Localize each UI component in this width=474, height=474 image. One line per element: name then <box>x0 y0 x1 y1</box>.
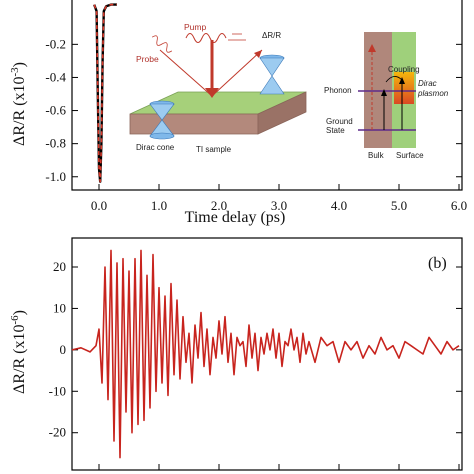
probe-beam-reflected <box>211 49 263 97</box>
xtick-label: 6.0 <box>451 198 467 213</box>
ytick-label: -0.2 <box>45 36 66 51</box>
dirac-cone-left-upper <box>149 103 175 121</box>
panel-a-ticks <box>72 43 462 190</box>
panel-b-frame <box>71 237 463 471</box>
sample-side-face <box>257 91 307 135</box>
panel-a: -1.0 -0.8 -0.6 -0.4 -0.2 0.0 1.0 2.0 3.0 4.0 5.0 6… <box>9 0 467 226</box>
probe-pulse-icon <box>151 35 173 53</box>
ytick-label: 0 <box>60 342 67 357</box>
plasmon-arrowhead <box>399 77 405 84</box>
xtick-label: 4.0 <box>331 198 347 213</box>
label-bulk: Bulk <box>368 151 385 160</box>
panel-a-xtick-labels: 0.0 1.0 2.0 3.0 4.0 5.0 6.0 <box>91 198 467 213</box>
label-dirac-plasmon-2: plasmon <box>417 89 449 98</box>
label-ti-sample: TI sample <box>196 145 232 154</box>
pump-arrowhead <box>205 88 219 98</box>
panel-a-series <box>93 3 117 183</box>
ytick-label: -0.6 <box>45 103 66 118</box>
ytick-label: -0.8 <box>45 136 66 151</box>
panel-b-label: (b) <box>428 255 447 272</box>
label-probe: Probe <box>136 54 159 64</box>
panel-a-ytick-labels: -1.0 -0.8 -0.6 -0.4 -0.2 <box>45 36 66 183</box>
label-ground-state-2: State <box>326 126 345 135</box>
label-phonon: Phonon <box>324 86 352 95</box>
panel-a-frame <box>71 0 463 191</box>
xtick-label: 1.0 <box>151 198 167 213</box>
panel-b-ylabel: ΔR/R (x10-6) <box>9 310 28 394</box>
ytick-label: -10 <box>49 383 66 398</box>
ytick-label: -20 <box>49 425 66 440</box>
pump-pulse-lines <box>228 33 246 41</box>
label-coupling: Coupling <box>388 65 420 74</box>
ytick-label: -0.4 <box>45 69 66 84</box>
inset-pump-probe-scheme: Pump Probe ΔR/R Dirac cone TI sample <box>129 22 307 154</box>
pump-pulse-icon <box>185 33 227 43</box>
dirac-cone-right-lower <box>259 75 285 95</box>
xtick-label: 2.0 <box>211 198 227 213</box>
inset-band-diagram: Phonon Coupling Dirac plasmon Ground Sta… <box>324 32 449 160</box>
plasmon-glow <box>394 72 414 104</box>
ytick-label: 20 <box>53 259 66 274</box>
ytick-label: 10 <box>53 300 66 315</box>
panel-a-ylabel: ΔR/R (x10-3) <box>9 62 28 146</box>
reflected-arrowhead <box>254 50 262 58</box>
phonon-arrowhead <box>381 89 387 96</box>
panel-b-ytick-labels: -20 -10 0 10 20 <box>49 259 66 440</box>
panel-a-xlabel: Time delay (ps) <box>185 209 286 226</box>
label-surface: Surface <box>396 151 424 160</box>
label-pump: Pump <box>184 22 206 32</box>
label-dr: ΔR/R <box>262 31 281 40</box>
xtick-label: 0.0 <box>91 198 107 213</box>
series-line-1 <box>93 3 117 183</box>
series-line-1 <box>71 249 460 459</box>
label-ground-state-1: Ground <box>326 117 353 126</box>
coupling-arrow <box>385 76 403 83</box>
sample-front-face <box>129 113 259 135</box>
probe-beam-in <box>159 49 213 97</box>
dirac-cone-right-upper <box>259 57 285 77</box>
ytick-label: -1.0 <box>45 169 66 184</box>
panel-b-series <box>71 249 460 459</box>
xtick-label: 3.0 <box>271 198 287 213</box>
xtick-label: 5.0 <box>391 198 407 213</box>
dirac-cone-left-bottom <box>149 132 175 140</box>
panel-b-ticks <box>72 266 462 470</box>
excitation-arrowhead <box>368 44 376 52</box>
label-dirac-cone: Dirac cone <box>136 143 175 152</box>
label-dirac-plasmon-1: Dirac <box>418 79 437 88</box>
